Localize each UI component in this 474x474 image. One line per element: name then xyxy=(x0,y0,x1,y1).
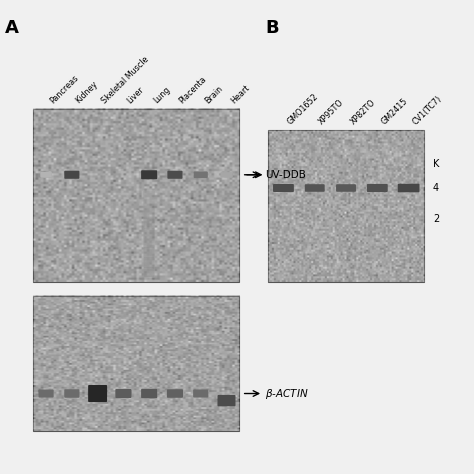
Bar xyxy=(33,296,239,431)
Text: Liver: Liver xyxy=(126,85,146,105)
Text: Lung: Lung xyxy=(152,85,172,105)
FancyBboxPatch shape xyxy=(398,184,419,192)
Text: B: B xyxy=(265,19,279,37)
Bar xyxy=(145,218,154,228)
Bar xyxy=(144,191,155,277)
Text: 4: 4 xyxy=(433,183,439,193)
Text: Pancreas: Pancreas xyxy=(48,73,81,105)
FancyBboxPatch shape xyxy=(273,184,294,192)
Text: Skeletal Muscle: Skeletal Muscle xyxy=(100,55,151,105)
FancyBboxPatch shape xyxy=(141,389,157,398)
FancyBboxPatch shape xyxy=(305,184,325,192)
Bar xyxy=(145,238,154,248)
Bar xyxy=(145,209,154,219)
FancyBboxPatch shape xyxy=(167,389,183,398)
Text: CV1(TC7): CV1(TC7) xyxy=(411,94,444,127)
FancyBboxPatch shape xyxy=(88,385,107,402)
Bar xyxy=(145,257,154,267)
FancyBboxPatch shape xyxy=(38,390,54,398)
Bar xyxy=(33,109,239,282)
FancyBboxPatch shape xyxy=(141,170,157,179)
Text: Kidney: Kidney xyxy=(74,80,100,105)
FancyBboxPatch shape xyxy=(220,172,233,177)
FancyBboxPatch shape xyxy=(193,172,208,178)
FancyBboxPatch shape xyxy=(167,171,182,179)
Bar xyxy=(268,130,424,282)
Text: A: A xyxy=(5,19,18,37)
FancyBboxPatch shape xyxy=(193,390,208,398)
FancyBboxPatch shape xyxy=(336,184,356,192)
Text: XP95TO: XP95TO xyxy=(317,98,346,127)
Text: UV-DDB: UV-DDB xyxy=(265,170,306,180)
Text: K: K xyxy=(433,159,439,169)
Bar xyxy=(145,199,154,209)
Text: 2: 2 xyxy=(433,214,439,224)
FancyBboxPatch shape xyxy=(64,171,80,179)
Text: $\beta$-ACTIN: $\beta$-ACTIN xyxy=(265,386,309,401)
Bar xyxy=(145,267,154,277)
FancyBboxPatch shape xyxy=(40,172,52,178)
FancyBboxPatch shape xyxy=(218,395,236,406)
Text: Brain: Brain xyxy=(203,84,224,105)
FancyBboxPatch shape xyxy=(115,389,131,398)
Text: XP82TO: XP82TO xyxy=(348,98,377,127)
Text: Heart: Heart xyxy=(229,83,251,105)
Bar xyxy=(145,228,154,238)
FancyBboxPatch shape xyxy=(367,184,388,192)
Text: GMO1652: GMO1652 xyxy=(286,92,320,127)
Text: GM2415: GM2415 xyxy=(380,97,410,127)
Text: Placenta: Placenta xyxy=(177,74,208,105)
Bar xyxy=(145,247,154,258)
FancyBboxPatch shape xyxy=(64,389,80,398)
